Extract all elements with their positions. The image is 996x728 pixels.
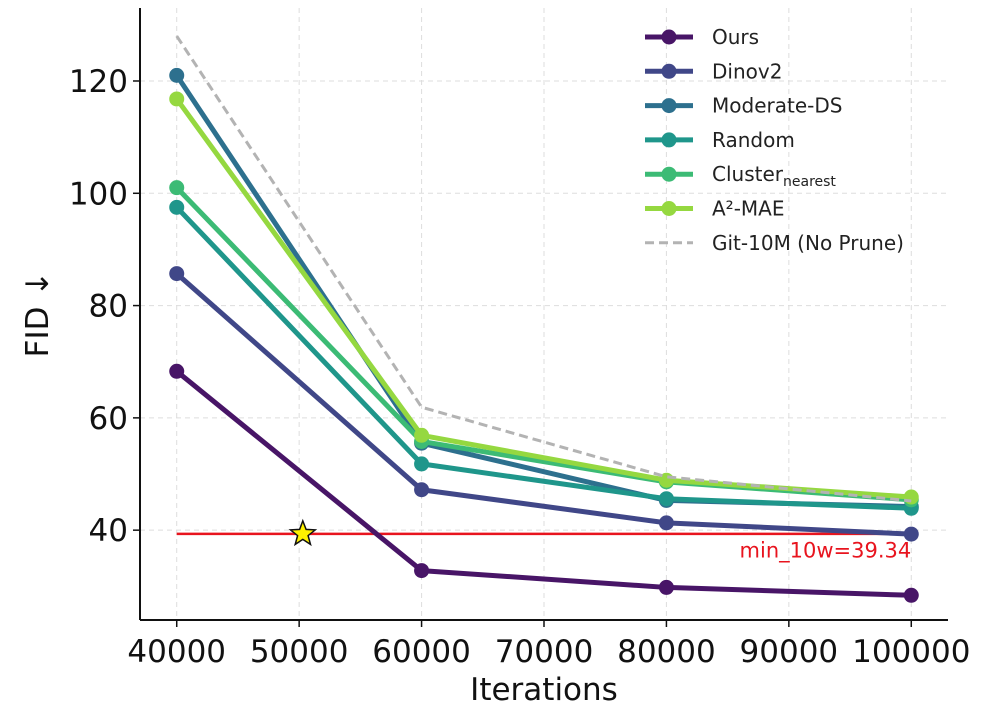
legend-marker-ours xyxy=(661,29,677,45)
data-point-moderate xyxy=(169,67,185,83)
legend-label-a2mae: A²-MAE xyxy=(712,197,785,221)
data-point-random xyxy=(658,491,674,507)
x-tick-label: 80000 xyxy=(617,634,716,670)
data-point-random xyxy=(169,199,185,215)
x-tick-label: 50000 xyxy=(250,634,349,670)
data-point-dinov2 xyxy=(169,266,185,282)
min-annotation: min_10w=39.34 xyxy=(740,538,912,563)
data-point-a2mae xyxy=(414,427,430,443)
crossover-star-marker xyxy=(288,518,318,547)
data-point-ours xyxy=(414,563,430,579)
legend-label-subscript: nearest xyxy=(783,174,836,190)
series-line-random xyxy=(174,205,912,511)
x-axis-title: Iterations xyxy=(470,672,618,708)
data-point-cluster xyxy=(169,180,185,196)
legend-marker-dinov2 xyxy=(661,63,677,79)
data-point-a2mae xyxy=(903,489,919,505)
series-layer xyxy=(169,35,919,603)
series-line-ours xyxy=(175,369,912,598)
data-point-a2mae xyxy=(169,91,185,107)
data-point-dinov2 xyxy=(658,515,674,531)
x-tick-label: 100000 xyxy=(852,634,970,670)
x-tick-label: 40000 xyxy=(127,634,226,670)
data-point-dinov2 xyxy=(903,526,919,542)
legend: Ours Dinov2 Moderate-DS Random Clusterneares… xyxy=(645,25,904,255)
legend-marker-cluster xyxy=(661,166,677,182)
y-axis-title: FID ↓ xyxy=(20,271,56,358)
tick-layer: 40000 50000 60000 70000 80000 90000 100000 40 60… xyxy=(69,64,971,670)
y-tick-label: 80 xyxy=(89,289,128,325)
y-tick-label: 100 xyxy=(69,176,128,212)
legend-marker-random xyxy=(661,132,677,148)
series-line-dinov2 xyxy=(175,271,912,537)
data-point-dinov2 xyxy=(414,482,430,498)
data-point-ours xyxy=(169,363,185,379)
legend-label-git10m: Git-10M (No Prune) xyxy=(712,231,904,255)
y-tick-label: 120 xyxy=(69,64,128,100)
series-line-a2mae xyxy=(174,97,912,500)
legend-label-cluster: Clusternearest xyxy=(712,162,836,190)
legend-label-ours: Ours xyxy=(712,25,759,49)
x-tick-label: 90000 xyxy=(740,634,839,670)
y-tick-label: 40 xyxy=(89,513,128,549)
legend-marker-moderate xyxy=(661,98,677,114)
x-tick-label: 60000 xyxy=(372,634,471,670)
x-tick-label: 70000 xyxy=(495,634,594,670)
data-point-ours xyxy=(658,579,674,595)
y-tick-label: 60 xyxy=(89,401,128,437)
legend-label-random: Random xyxy=(712,128,795,152)
legend-label-dinov2: Dinov2 xyxy=(712,59,782,83)
legend-marker-a2mae xyxy=(661,201,677,216)
data-point-ours xyxy=(903,587,919,603)
legend-label-moderate: Moderate-DS xyxy=(712,94,842,118)
data-point-random xyxy=(414,456,430,472)
